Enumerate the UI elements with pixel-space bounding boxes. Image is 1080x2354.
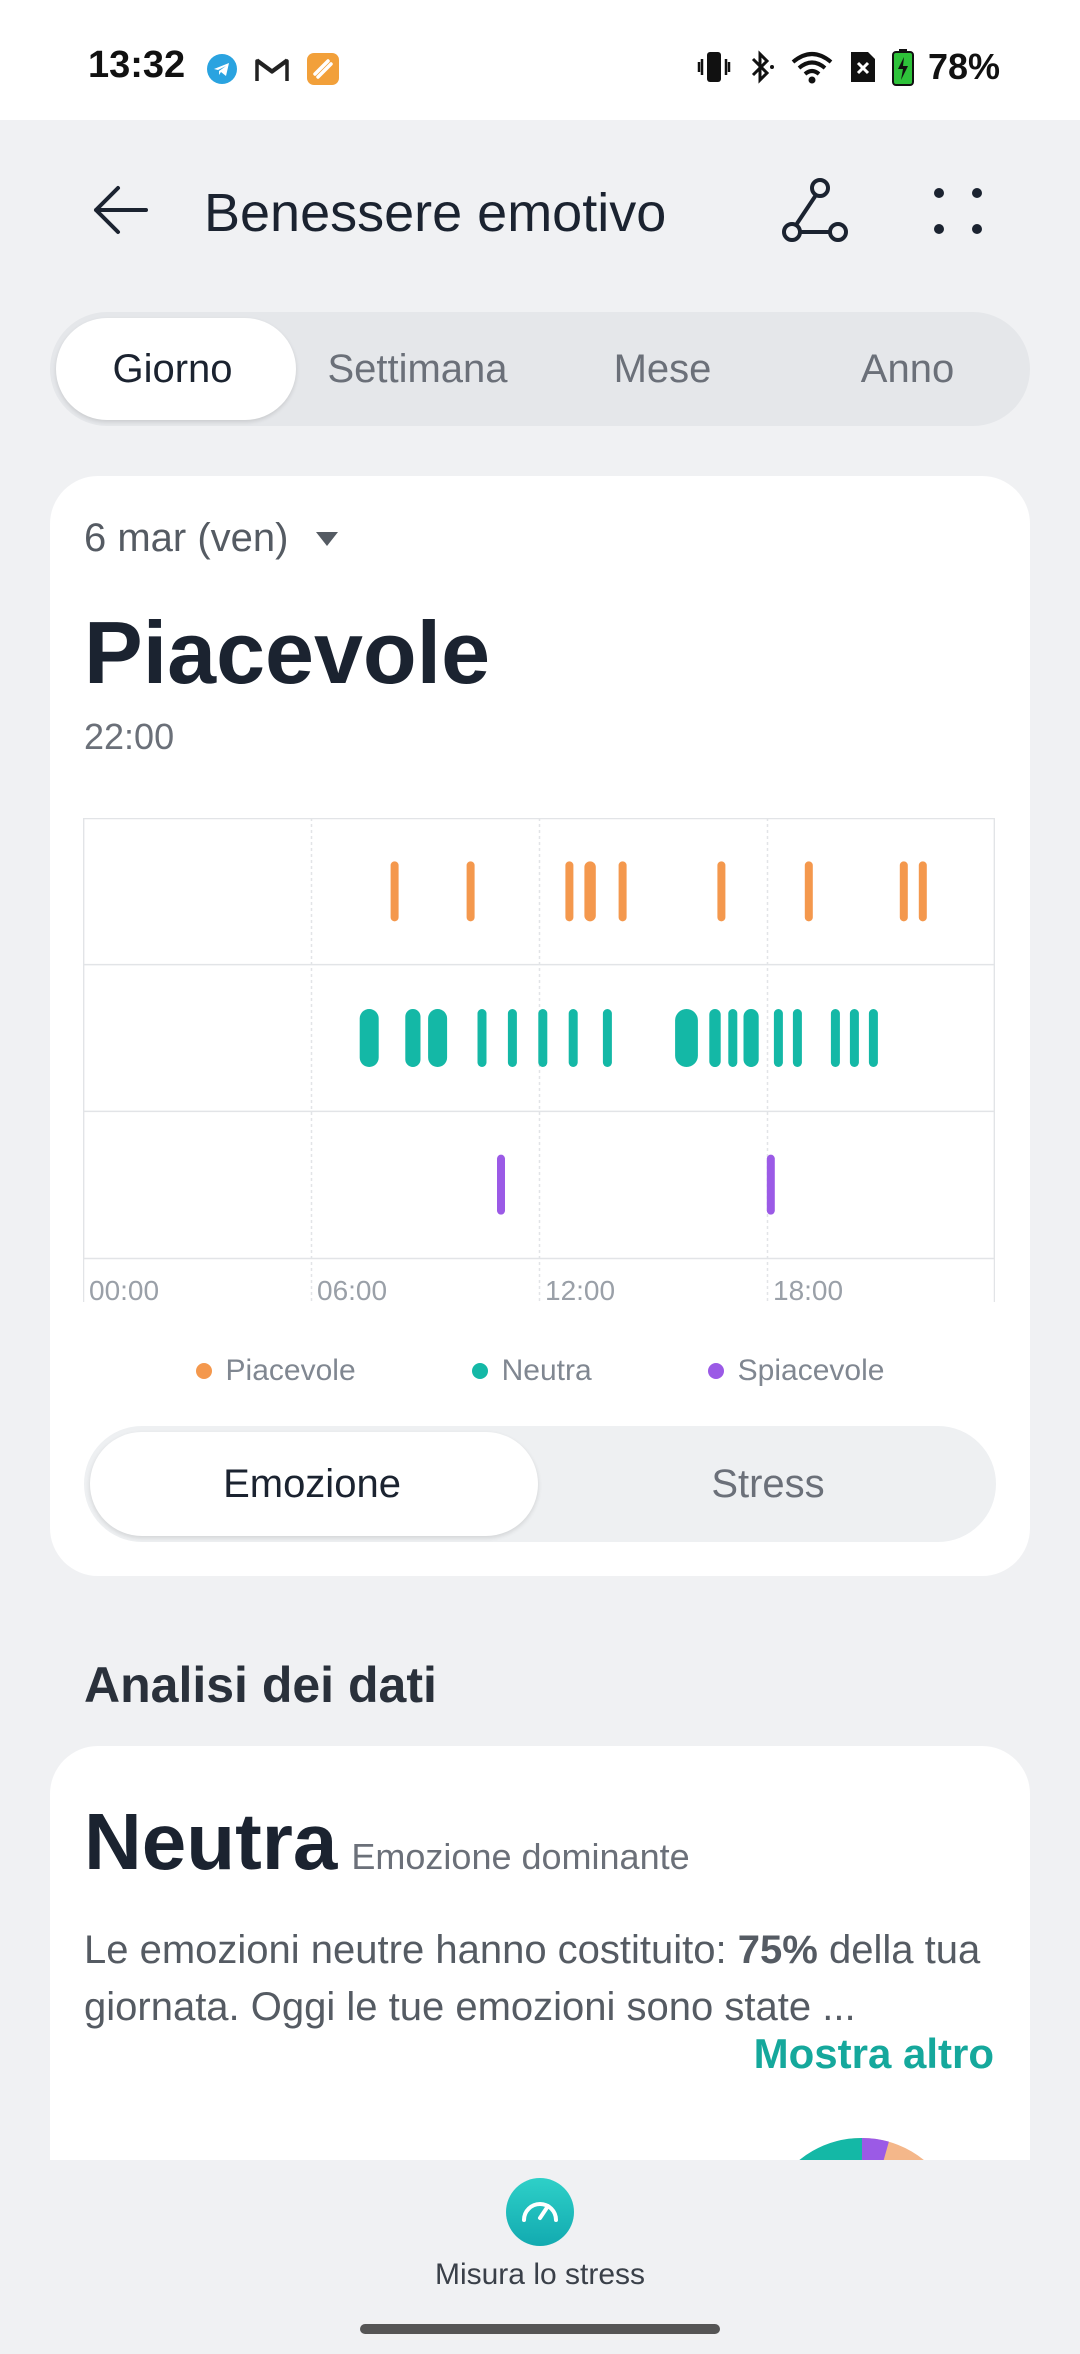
event-bar-piacevole — [565, 861, 574, 922]
notification-icons — [206, 52, 340, 86]
measure-stress-button[interactable]: Misura lo stress — [420, 2178, 660, 2308]
legend-item-unpleasant: Spiacevole — [707, 1354, 885, 1388]
event-bar-neutra — [405, 1009, 421, 1067]
dominant-emotion-row: Neutra Emozione dominante — [84, 1796, 690, 1888]
event-bar-spiacevole — [497, 1154, 505, 1215]
share-button[interactable] — [770, 166, 860, 256]
event-bar-neutra — [709, 1009, 721, 1067]
back-button[interactable] — [80, 170, 160, 250]
legend-dot — [707, 1363, 724, 1379]
event-bar-neutra — [728, 1009, 738, 1067]
bottom-action-bar: Misura lo stress — [0, 2160, 1080, 2354]
period-selector: Giorno Settimana Mese Anno — [50, 312, 1030, 426]
legend-label: Neutra — [501, 1354, 592, 1387]
measure-stress-label: Misura lo stress — [434, 2258, 646, 2291]
status-bar: 13:32 — [0, 0, 1080, 120]
event-bar-neutra — [428, 1009, 448, 1067]
telegram-icon — [207, 54, 237, 84]
battery-charging-icon — [891, 49, 914, 86]
x-tick-label: 18:00 — [773, 1275, 843, 1306]
x-tick-label: 12:00 — [545, 1275, 615, 1306]
emotion-donut-chart — [792, 2137, 931, 2166]
event-bar-neutra — [568, 1009, 578, 1067]
selected-period-indicator — [56, 318, 296, 420]
description-suffix: della tua giornata. Oggi le tue emozioni… — [84, 1928, 981, 2029]
event-bar-neutra — [849, 1009, 859, 1067]
event-bar-piacevole — [390, 861, 399, 922]
analysis-card: Neutra Emozione dominante Le emozioni ne… — [50, 1746, 1030, 2166]
dropdown-triangle-icon — [315, 531, 338, 546]
app-notification-icon — [307, 53, 339, 85]
dominant-emotion-label: Emozione dominante — [351, 1836, 690, 1877]
legend-dot — [471, 1363, 488, 1379]
event-bar-piacevole — [584, 861, 596, 922]
event-bar-piacevole — [466, 861, 475, 922]
event-bar-neutra — [743, 1009, 759, 1067]
vibrate-icon — [697, 52, 731, 82]
event-bar-neutra — [773, 1009, 783, 1067]
legend-label: Spiacevole — [737, 1354, 885, 1387]
event-bar-piacevole — [618, 861, 627, 922]
date-selector[interactable]: 6 mar (ven) — [84, 516, 339, 561]
sim-missing-icon — [850, 52, 875, 82]
analysis-description: Le emozioni neutre hanno costituito: 75%… — [84, 1922, 984, 2036]
gauge-icon — [506, 2178, 574, 2246]
event-bar-neutra — [507, 1009, 517, 1067]
event-bar-neutra — [477, 1009, 487, 1067]
toggle-stress[interactable]: Stress — [711, 1461, 825, 1506]
home-indicator[interactable] — [360, 2324, 720, 2334]
toggle-emotion[interactable]: Emozione — [223, 1461, 401, 1506]
event-bar-neutra — [830, 1009, 840, 1067]
status-time: 13:32 — [88, 44, 186, 86]
tab-year[interactable]: Anno — [860, 346, 955, 391]
event-bar-neutra — [602, 1009, 612, 1067]
battery-level: 78% — [927, 46, 1000, 87]
current-emotion: Piacevole — [84, 603, 491, 702]
chart-legend: Piacevole Neutra Spiacevole — [50, 1354, 1030, 1388]
event-bar-piacevole — [918, 861, 927, 922]
event-bar-spiacevole — [766, 1154, 775, 1215]
bluetooth-icon — [751, 50, 774, 84]
legend-item-neutral: Neutra — [471, 1354, 592, 1388]
chart-mode-toggle: Emozione Stress — [84, 1426, 996, 1542]
tab-day[interactable]: Giorno — [112, 346, 233, 391]
selected-mode-indicator — [90, 1432, 538, 1536]
emotion-timeline-chart: 00:00 06:00 12:00 18:00 — [83, 818, 995, 1306]
event-bar-neutra — [359, 1009, 379, 1067]
event-bar-neutra — [675, 1009, 698, 1067]
neutral-percentage: 75% — [737, 1928, 818, 1972]
gmail-icon — [255, 58, 289, 81]
section-title: Analisi dei dati — [84, 1657, 437, 1713]
legend-label: Piacevole — [225, 1354, 356, 1387]
tab-month[interactable]: Mese — [613, 346, 712, 391]
wifi-icon — [791, 52, 833, 84]
event-bar-piacevole — [717, 861, 726, 922]
app-header: Benessere emotivo — [0, 120, 1080, 300]
event-bar-neutra — [538, 1009, 548, 1067]
x-tick-label: 00:00 — [89, 1275, 159, 1306]
event-bar-neutra — [868, 1009, 878, 1067]
page-title: Benessere emotivo — [204, 183, 667, 243]
tab-week[interactable]: Settimana — [327, 346, 508, 391]
legend-item-pleasant: Piacevole — [195, 1354, 356, 1388]
event-bar-neutra — [792, 1009, 802, 1067]
show-more-link[interactable]: Mostra altro — [753, 2030, 994, 2077]
x-tick-label: 06:00 — [317, 1275, 387, 1306]
dominant-emotion: Neutra — [84, 1797, 338, 1886]
back-arrow-icon — [94, 186, 148, 234]
description-prefix: Le emozioni neutre hanno costituito: — [84, 1928, 727, 1972]
emotion-time: 22:00 — [84, 716, 175, 757]
selected-date: 6 mar (ven) — [84, 516, 289, 560]
event-bar-piacevole — [899, 861, 908, 922]
more-options-button[interactable] — [914, 166, 1004, 256]
system-status-icons: 78% — [696, 46, 1000, 88]
emotion-card: 6 mar (ven) Piacevole 22:00 00:00 06:00 12… — [50, 476, 1030, 1576]
event-bar-piacevole — [804, 861, 813, 922]
legend-dot — [195, 1363, 212, 1379]
more-dots-icon — [934, 188, 982, 234]
share-icon — [782, 178, 848, 242]
